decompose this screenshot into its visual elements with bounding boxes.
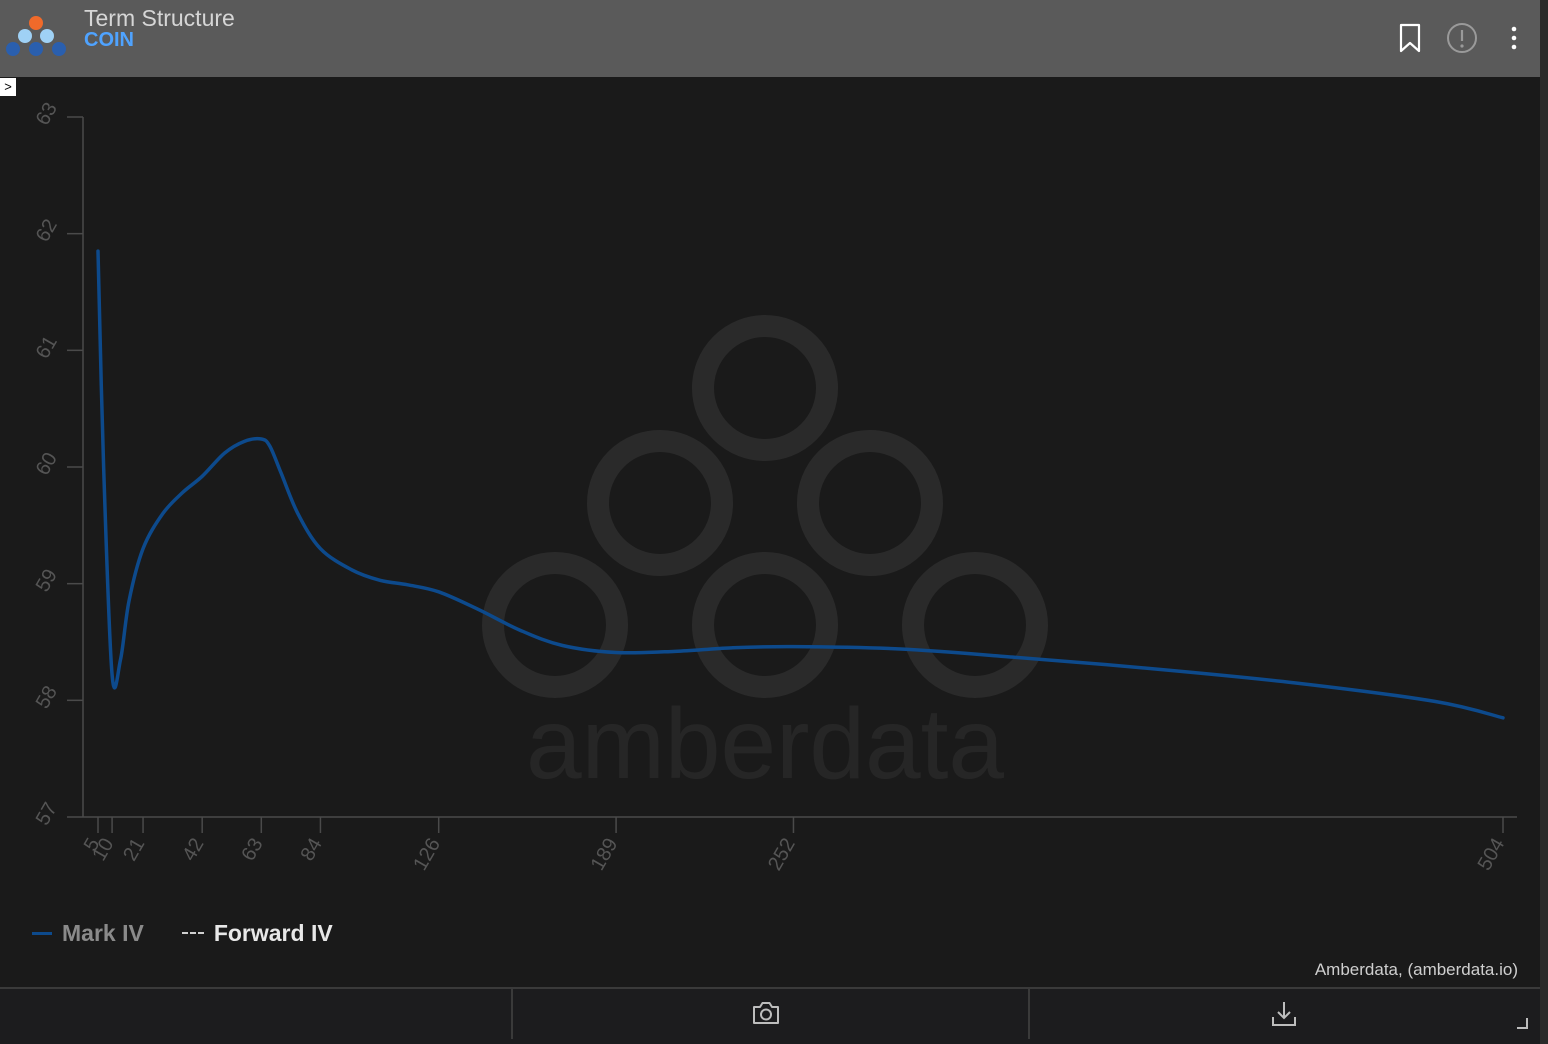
series-line-mark-iv[interactable] xyxy=(96,249,1505,720)
toolbar-cell-left xyxy=(0,989,513,1039)
info-icon[interactable] xyxy=(1446,22,1478,54)
x-tick-label: 63 xyxy=(237,835,267,865)
y-tick-label: 63 xyxy=(32,99,62,129)
x-tick-label: 504 xyxy=(1474,835,1510,875)
y-tick-label: 57 xyxy=(32,799,62,829)
chart-legend: Mark IV Forward IV xyxy=(32,918,371,948)
x-tick-label: 84 xyxy=(297,835,327,865)
resize-handle-icon[interactable] xyxy=(1516,1017,1528,1029)
download-button[interactable] xyxy=(1030,989,1538,1039)
bookmark-icon[interactable] xyxy=(1394,22,1426,54)
x-tick-label: 189 xyxy=(587,835,623,875)
amberdata-logo xyxy=(6,16,66,56)
x-tick-label: 21 xyxy=(119,835,149,865)
legend-item-forward-iv[interactable]: Forward IV xyxy=(181,919,333,947)
widget-subtitle: COIN xyxy=(84,29,134,51)
legend-item-mark-iv[interactable]: Mark IV xyxy=(32,920,144,947)
more-vertical-icon[interactable] xyxy=(1498,22,1530,54)
y-tick-label: 62 xyxy=(32,216,62,246)
expand-panel-button[interactable]: > xyxy=(0,78,16,96)
x-tick-label: 42 xyxy=(178,835,208,865)
chart-credit: Amberdata, (amberdata.io) xyxy=(1314,960,1518,979)
x-tick-label: 252 xyxy=(764,835,800,875)
camera-icon xyxy=(753,1002,779,1024)
amberdata-watermark xyxy=(482,315,1048,698)
x-tick-label: 126 xyxy=(409,835,445,875)
legend-label-forward-iv: Forward IV xyxy=(213,919,333,946)
bottom-toolbar xyxy=(0,987,1540,1039)
download-icon xyxy=(1272,1002,1296,1026)
screenshot-button[interactable] xyxy=(511,989,1030,1039)
chart-area: amberdata 57 58 59 60 61 62 63 5 10 21 42 63 84 126 18… xyxy=(0,77,1540,987)
window-edge xyxy=(1540,0,1548,1044)
y-tick-label: 60 xyxy=(32,449,62,479)
legend-swatch-mark-iv xyxy=(32,931,52,935)
widget-title: Term Structure xyxy=(84,5,235,31)
watermark-text: amberdata xyxy=(526,688,1004,800)
y-tick-label: 61 xyxy=(32,332,62,362)
legend-label-mark-iv: Mark IV xyxy=(62,919,144,946)
header-bar: Term Structure COIN xyxy=(0,0,1540,77)
y-tick-label: 59 xyxy=(32,566,62,596)
legend-swatch-forward-iv xyxy=(181,932,204,934)
y-tick-label: 58 xyxy=(32,682,62,712)
